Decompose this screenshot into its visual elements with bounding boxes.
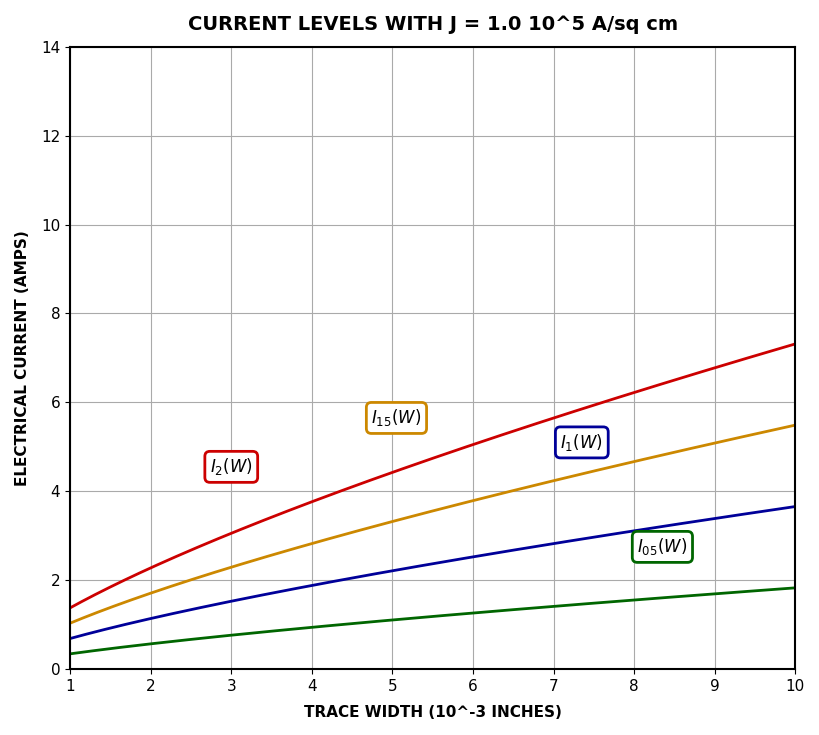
- Y-axis label: ELECTRICAL CURRENT (AMPS): ELECTRICAL CURRENT (AMPS): [15, 230, 30, 486]
- Text: $I_{15}(W)$: $I_{15}(W)$: [371, 407, 421, 429]
- Text: $I_1(W)$: $I_1(W)$: [559, 432, 603, 453]
- Text: $I_{05}(W)$: $I_{05}(W)$: [636, 537, 686, 557]
- Text: $I_2(W)$: $I_2(W)$: [210, 456, 252, 477]
- Title: CURRENT LEVELS WITH J = 1.0 10^5 A/sq cm: CURRENT LEVELS WITH J = 1.0 10^5 A/sq cm: [188, 15, 677, 34]
- X-axis label: TRACE WIDTH (10^-3 INCHES): TRACE WIDTH (10^-3 INCHES): [303, 705, 561, 720]
